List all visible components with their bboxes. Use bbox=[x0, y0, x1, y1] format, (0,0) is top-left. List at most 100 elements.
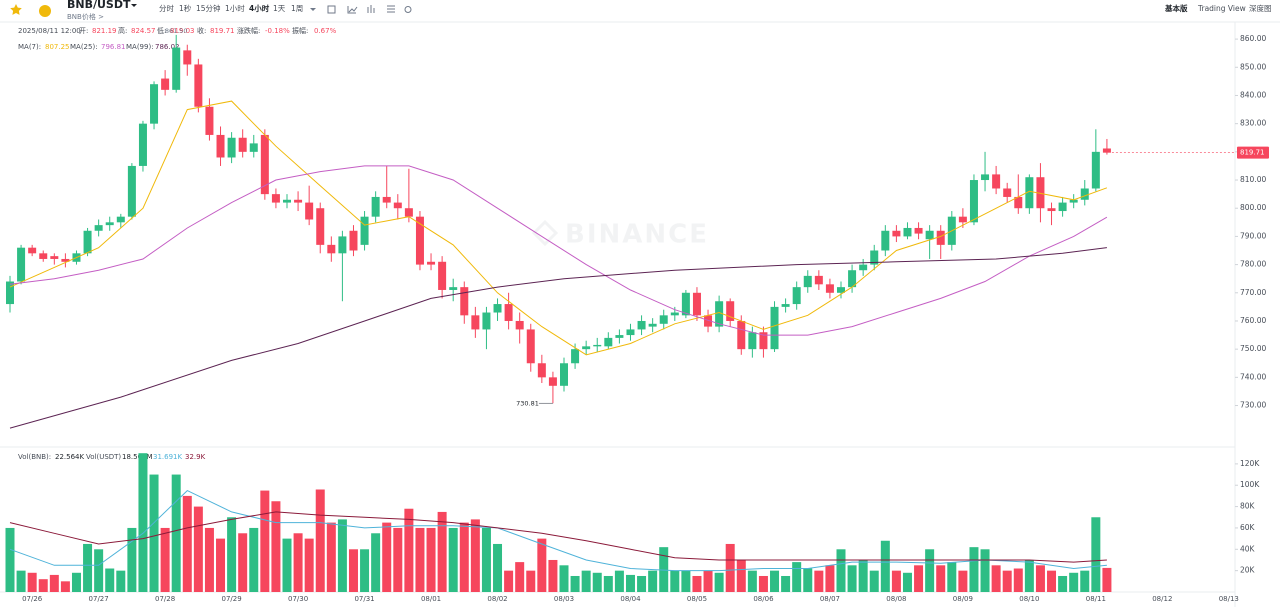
volume-bar bbox=[5, 527, 15, 592]
volume-bar bbox=[758, 575, 768, 592]
candle-body bbox=[670, 312, 679, 316]
volume-legend: 31.691K bbox=[153, 453, 182, 461]
interval-button[interactable]: 1周 bbox=[291, 4, 303, 13]
volume-bar bbox=[160, 527, 170, 592]
watermark-logo bbox=[531, 219, 559, 247]
candle-body bbox=[305, 202, 314, 220]
volume-bar bbox=[902, 572, 912, 592]
x-tick-label: 08/02 bbox=[487, 595, 507, 603]
info-label: 振幅: bbox=[292, 26, 308, 35]
indicator-icon[interactable] bbox=[327, 5, 336, 14]
volume-bar bbox=[504, 570, 514, 592]
candle-body bbox=[969, 180, 978, 223]
symbol-dropdown[interactable] bbox=[131, 4, 137, 7]
info-label: 涨跌幅: bbox=[237, 26, 260, 35]
view-tab[interactable]: 深度图 bbox=[1249, 3, 1272, 13]
volume-bar bbox=[592, 572, 602, 592]
candle-body bbox=[981, 174, 990, 181]
settings-icon[interactable] bbox=[404, 6, 412, 13]
y-tick-label: 120K bbox=[1240, 459, 1260, 468]
volume-bar bbox=[326, 522, 336, 592]
volume-bar bbox=[836, 549, 846, 592]
candle-body bbox=[83, 230, 92, 254]
volume-legend: Vol(USDT) bbox=[86, 453, 121, 461]
candle-body bbox=[892, 230, 901, 237]
x-tick-label: 08/04 bbox=[620, 595, 641, 603]
volume-bar bbox=[415, 527, 425, 592]
candle-body bbox=[449, 287, 458, 290]
ma-legend-value: 807.25 bbox=[45, 43, 70, 51]
candle-body bbox=[238, 137, 247, 152]
volume-bar bbox=[1035, 565, 1045, 592]
volume-bar bbox=[315, 489, 325, 592]
interval-dropdown[interactable] bbox=[310, 8, 316, 11]
interval-button[interactable]: 1天 bbox=[273, 4, 286, 13]
volume-bar bbox=[814, 570, 824, 592]
symbol[interactable]: BNB/USDT bbox=[67, 0, 131, 11]
info-time: 2025/08/11 12:00 bbox=[18, 27, 81, 35]
high-annotation: 861.50 bbox=[165, 27, 188, 35]
volume-bar bbox=[925, 549, 935, 592]
info-value: 819.03 bbox=[170, 27, 195, 35]
volume-bar bbox=[1058, 575, 1068, 592]
subtitle[interactable]: BNB价格 > bbox=[67, 12, 104, 21]
x-tick-label: 08/13 bbox=[1219, 595, 1239, 603]
view-tab[interactable]: Trading View bbox=[1197, 4, 1246, 13]
volume-bar bbox=[1024, 559, 1034, 592]
draw-icon[interactable] bbox=[387, 5, 395, 13]
interval-button[interactable]: 分时 bbox=[159, 3, 174, 13]
volume-bar bbox=[271, 501, 281, 592]
view-tab[interactable]: 基本版 bbox=[1164, 3, 1188, 13]
favorite-star[interactable] bbox=[10, 4, 22, 15]
x-tick-label: 08/03 bbox=[554, 595, 574, 603]
candle-body bbox=[958, 216, 967, 223]
candle-body bbox=[94, 225, 103, 231]
candle-body bbox=[903, 227, 912, 237]
candle-body bbox=[1102, 148, 1111, 153]
y-tick-label: 20K bbox=[1240, 566, 1256, 575]
candle-body bbox=[571, 349, 580, 364]
interval-button[interactable]: 4小时 bbox=[249, 3, 270, 13]
info-label: 低: bbox=[157, 26, 166, 35]
interval-button[interactable]: 15分钟 bbox=[196, 3, 221, 13]
y-tick-label: 850.00 bbox=[1240, 62, 1266, 71]
volume-bar bbox=[60, 581, 70, 592]
volume-bar bbox=[171, 474, 181, 592]
volume-bar bbox=[648, 570, 658, 592]
x-tick-label: 08/06 bbox=[753, 595, 774, 603]
volume-bar bbox=[371, 533, 381, 592]
volume-bar bbox=[792, 562, 802, 592]
candle-body bbox=[382, 196, 391, 203]
volume-bar bbox=[681, 570, 691, 592]
y-tick-label: 750.00 bbox=[1240, 344, 1266, 353]
volume-legend: 18.505M bbox=[122, 453, 153, 461]
candle-body bbox=[692, 292, 701, 316]
chart-type-icon[interactable] bbox=[347, 6, 358, 14]
y-tick-label: 860.00 bbox=[1240, 34, 1266, 43]
candle-body bbox=[681, 292, 690, 316]
volume-bar bbox=[49, 574, 59, 592]
candle-body bbox=[582, 346, 591, 350]
volume-bar bbox=[714, 572, 724, 592]
volume-bar bbox=[1047, 570, 1057, 592]
info-value: 821.19 bbox=[92, 27, 117, 35]
volume-bar bbox=[470, 519, 480, 592]
candle-body bbox=[283, 199, 291, 203]
y-tick-label: 760.00 bbox=[1240, 316, 1266, 325]
volume-legend: Vol(BNB): bbox=[18, 453, 51, 461]
volume-bar bbox=[1013, 568, 1023, 592]
volume-bar bbox=[1069, 572, 1079, 592]
candle-body bbox=[637, 320, 646, 330]
volume-legend: 32.9K bbox=[185, 453, 206, 461]
candle-body bbox=[1080, 188, 1089, 200]
interval-button[interactable]: 1小时 bbox=[225, 3, 245, 13]
interval-button[interactable]: 1秒 bbox=[179, 3, 192, 13]
volume-legend: 22.564K bbox=[55, 453, 84, 461]
candle-body bbox=[914, 227, 923, 234]
x-tick-label: 07/28 bbox=[155, 595, 175, 603]
candle-icon[interactable] bbox=[367, 5, 375, 13]
volume-bar bbox=[747, 570, 757, 592]
volume-bar bbox=[105, 568, 115, 592]
volume-bar bbox=[914, 565, 924, 592]
